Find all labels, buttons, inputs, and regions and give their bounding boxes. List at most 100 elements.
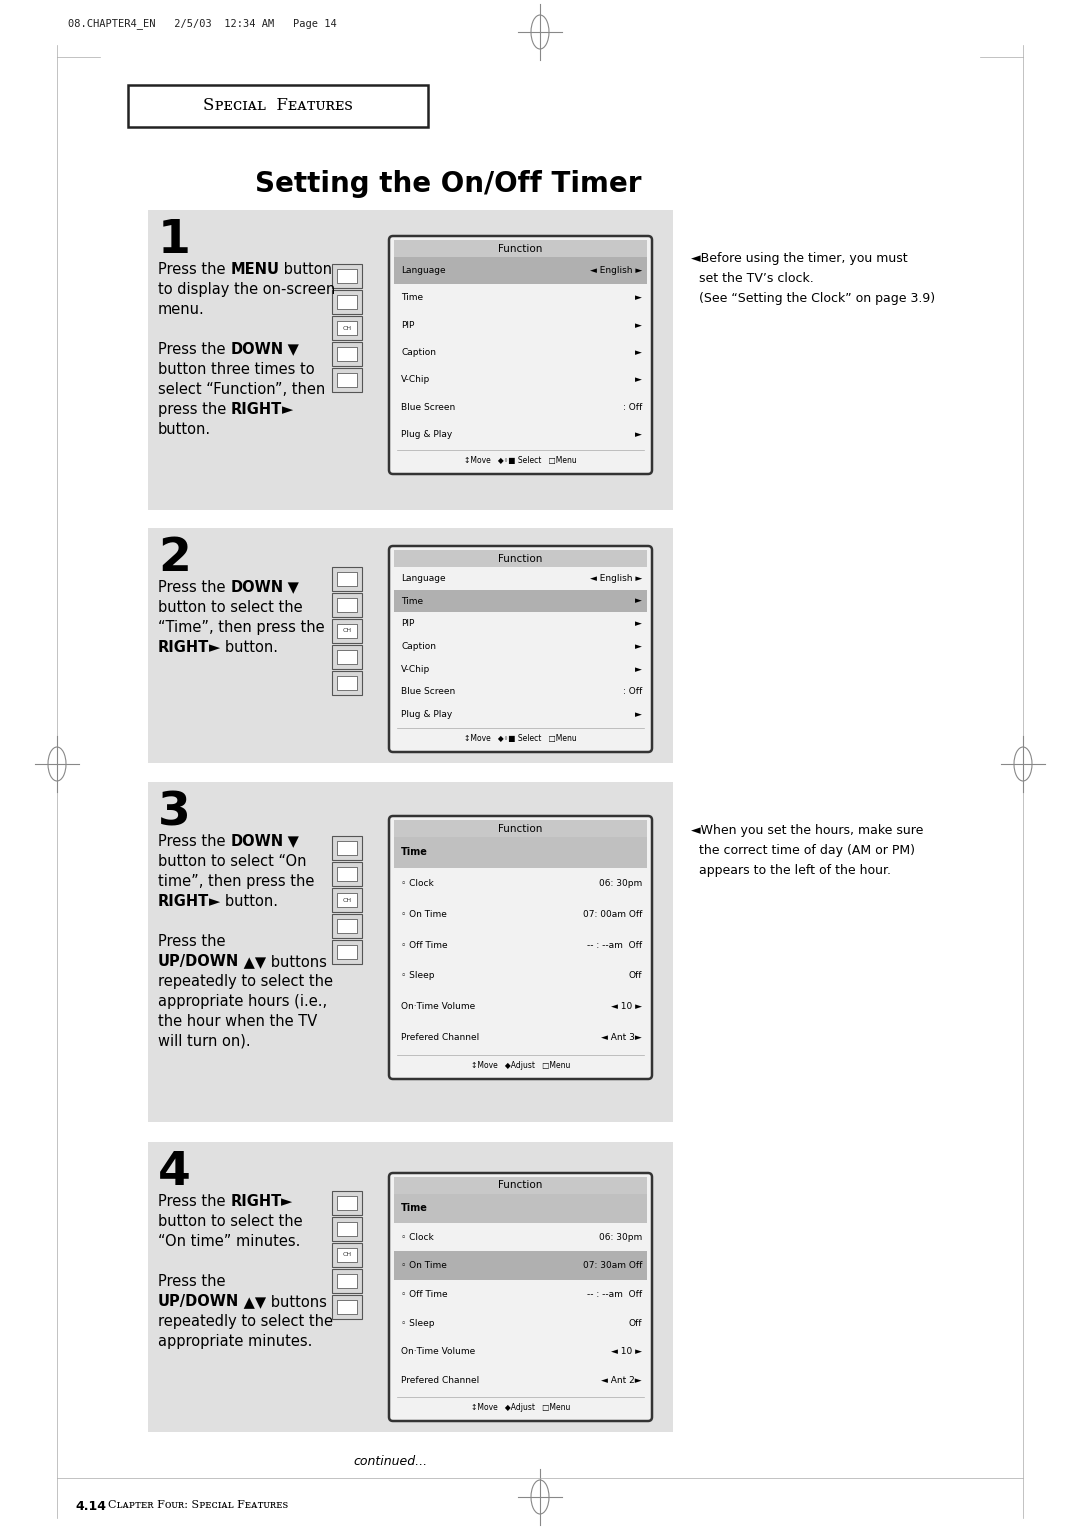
Bar [337, 1300, 357, 1314]
Text: ►: ► [282, 1193, 293, 1209]
Text: : Off: : Off [623, 688, 642, 697]
Text: Time: Time [401, 848, 428, 857]
Text: : Off: : Off [623, 402, 642, 411]
Bar [148, 782, 673, 1122]
Text: ◦ Off Time: ◦ Off Time [401, 941, 447, 949]
Bar [148, 529, 673, 762]
FancyBboxPatch shape [332, 1268, 362, 1293]
Bar [337, 1196, 357, 1210]
FancyBboxPatch shape [389, 545, 652, 752]
Bar [337, 649, 357, 665]
FancyBboxPatch shape [389, 235, 652, 474]
Bar [337, 321, 357, 335]
Text: Press the: Press the [158, 1193, 230, 1209]
Text: button to select the: button to select the [158, 1215, 302, 1229]
Text: ↕Move   ◆Adjust   □Menu: ↕Move ◆Adjust □Menu [471, 1060, 570, 1070]
Bar [148, 209, 673, 510]
FancyBboxPatch shape [332, 567, 362, 591]
Text: Off: Off [629, 1319, 642, 1328]
Text: Function: Function [498, 243, 542, 254]
Text: appropriate hours (i.e.,: appropriate hours (i.e., [158, 995, 327, 1008]
Text: RIGHT: RIGHT [230, 1193, 282, 1209]
Bar [394, 821, 647, 837]
Bar [337, 944, 357, 960]
Text: 08.CHAPTER4_EN   2/5/03  12:34 AM   Page 14: 08.CHAPTER4_EN 2/5/03 12:34 AM Page 14 [68, 18, 337, 29]
Bar [337, 623, 357, 639]
FancyBboxPatch shape [332, 645, 362, 669]
FancyBboxPatch shape [332, 1242, 362, 1267]
Text: ► button.: ► button. [210, 894, 279, 909]
Text: ↕Move   ◆◦■ Select   □Menu: ↕Move ◆◦■ Select □Menu [464, 733, 577, 743]
Text: 4: 4 [158, 1151, 191, 1195]
FancyBboxPatch shape [332, 1216, 362, 1241]
Bar [337, 918, 357, 934]
Text: Press the: Press the [158, 261, 230, 277]
Text: Plug & Play: Plug & Play [401, 429, 453, 439]
Text: button to select the: button to select the [158, 601, 302, 614]
Text: ▲▼ buttons: ▲▼ buttons [240, 953, 327, 969]
Text: 3: 3 [158, 790, 191, 834]
Text: appropriate minutes.: appropriate minutes. [158, 1334, 312, 1349]
Text: MENU: MENU [230, 261, 279, 277]
Text: ►: ► [635, 429, 642, 439]
Text: Prefered Channel: Prefered Channel [401, 1377, 480, 1386]
Text: “On time” minutes.: “On time” minutes. [158, 1235, 300, 1248]
Bar [337, 571, 357, 587]
Text: -- : --am  Off: -- : --am Off [586, 1290, 642, 1299]
Text: ►: ► [635, 293, 642, 303]
Text: ►: ► [635, 596, 642, 605]
Text: Language: Language [401, 266, 446, 275]
Bar [337, 892, 357, 908]
Text: Time: Time [401, 1204, 428, 1213]
Text: ►: ► [635, 348, 642, 358]
Text: ►: ► [635, 321, 642, 330]
FancyBboxPatch shape [332, 888, 362, 912]
Bar [337, 1248, 357, 1262]
Text: select “Function”, then: select “Function”, then [158, 382, 325, 397]
Text: ◄ Ant 2►: ◄ Ant 2► [602, 1377, 642, 1386]
FancyBboxPatch shape [332, 290, 362, 313]
Text: ►: ► [635, 665, 642, 674]
Text: On·Time Volume: On·Time Volume [401, 1348, 475, 1357]
Bar [337, 373, 357, 387]
Text: button: button [279, 261, 333, 277]
Text: 4.14: 4.14 [75, 1500, 106, 1513]
Text: ►: ► [635, 711, 642, 720]
Text: set the TV’s clock.: set the TV’s clock. [691, 272, 813, 286]
Text: RIGHT: RIGHT [158, 640, 210, 656]
Text: 06: 30pm: 06: 30pm [598, 1233, 642, 1242]
Text: ► button.: ► button. [210, 640, 279, 656]
Text: UP/DOWN: UP/DOWN [158, 953, 240, 969]
Bar [394, 837, 647, 868]
FancyBboxPatch shape [332, 619, 362, 643]
Bar [394, 240, 647, 257]
Text: press the: press the [158, 402, 231, 417]
Text: CH: CH [342, 325, 352, 330]
Text: ►: ► [635, 376, 642, 384]
Text: ►: ► [635, 642, 642, 651]
Text: PIP: PIP [401, 321, 415, 330]
Text: ◄When you set the hours, make sure: ◄When you set the hours, make sure [691, 824, 923, 837]
Text: will turn on).: will turn on). [158, 1034, 251, 1050]
Text: CH: CH [342, 897, 352, 903]
Bar [337, 840, 357, 856]
FancyBboxPatch shape [332, 671, 362, 695]
Text: Press the: Press the [158, 1274, 226, 1290]
Text: Sᴘᴇᴄɪᴀʟ  Fᴇᴀᴛᴜʀᴇs: Sᴘᴇᴄɪᴀʟ Fᴇᴀᴛᴜʀᴇs [203, 98, 353, 115]
Text: button.: button. [158, 422, 211, 437]
Text: 06: 30pm: 06: 30pm [598, 879, 642, 888]
Bar [337, 347, 357, 361]
Bar [337, 1274, 357, 1288]
Text: 1: 1 [158, 219, 191, 263]
Text: the correct time of day (AM or PM): the correct time of day (AM or PM) [691, 843, 915, 857]
Text: ◄ 10 ►: ◄ 10 ► [611, 1348, 642, 1357]
Text: menu.: menu. [158, 303, 205, 316]
Text: (See “Setting the Clock” on page 3.9): (See “Setting the Clock” on page 3.9) [691, 292, 935, 306]
Text: UP/DOWN: UP/DOWN [158, 1294, 240, 1309]
Text: ◄ 10 ►: ◄ 10 ► [611, 1002, 642, 1012]
FancyBboxPatch shape [332, 1190, 362, 1215]
Text: On·Time Volume: On·Time Volume [401, 1002, 475, 1012]
Text: RIGHT: RIGHT [231, 402, 282, 417]
Text: button three times to: button three times to [158, 362, 314, 377]
Text: DOWN: DOWN [230, 581, 283, 594]
